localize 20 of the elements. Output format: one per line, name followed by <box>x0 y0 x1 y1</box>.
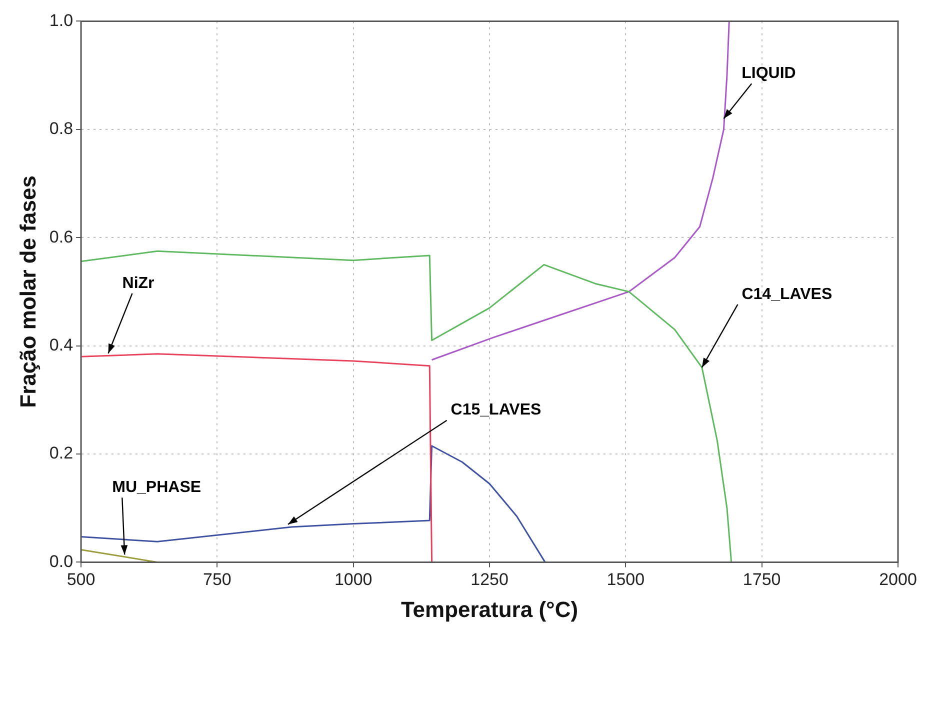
y-tick-label: 0.0 <box>49 552 74 571</box>
annotation: C15_LAVES <box>450 402 542 419</box>
annotation: C14_LAVES <box>742 286 832 303</box>
x-axis-title: Temperatura (°C) <box>400 596 578 622</box>
y-axis-title: Fração molar de fases <box>15 176 40 408</box>
x-tick-label: 1250 <box>470 570 508 590</box>
y-tick-label: 0.8 <box>49 119 74 138</box>
annotation: LIQUID <box>742 64 796 82</box>
x-tick-label: 2000 <box>879 570 917 590</box>
x-tick-label: 1750 <box>742 570 781 590</box>
x-tick-label: 1500 <box>606 570 645 590</box>
x-tick-label: 750 <box>203 570 232 590</box>
y-tick-label: 1.0 <box>49 10 74 30</box>
y-tick-label: 0.6 <box>49 227 74 246</box>
annotation: MU_PHASE <box>112 479 202 496</box>
x-tick-label: 500 <box>66 570 96 590</box>
y-tick-label: 0.4 <box>49 335 74 354</box>
annotation: NiZr <box>122 274 154 292</box>
x-tick-label: 1000 <box>334 570 372 590</box>
y-tick-label: 0.2 <box>49 444 74 463</box>
